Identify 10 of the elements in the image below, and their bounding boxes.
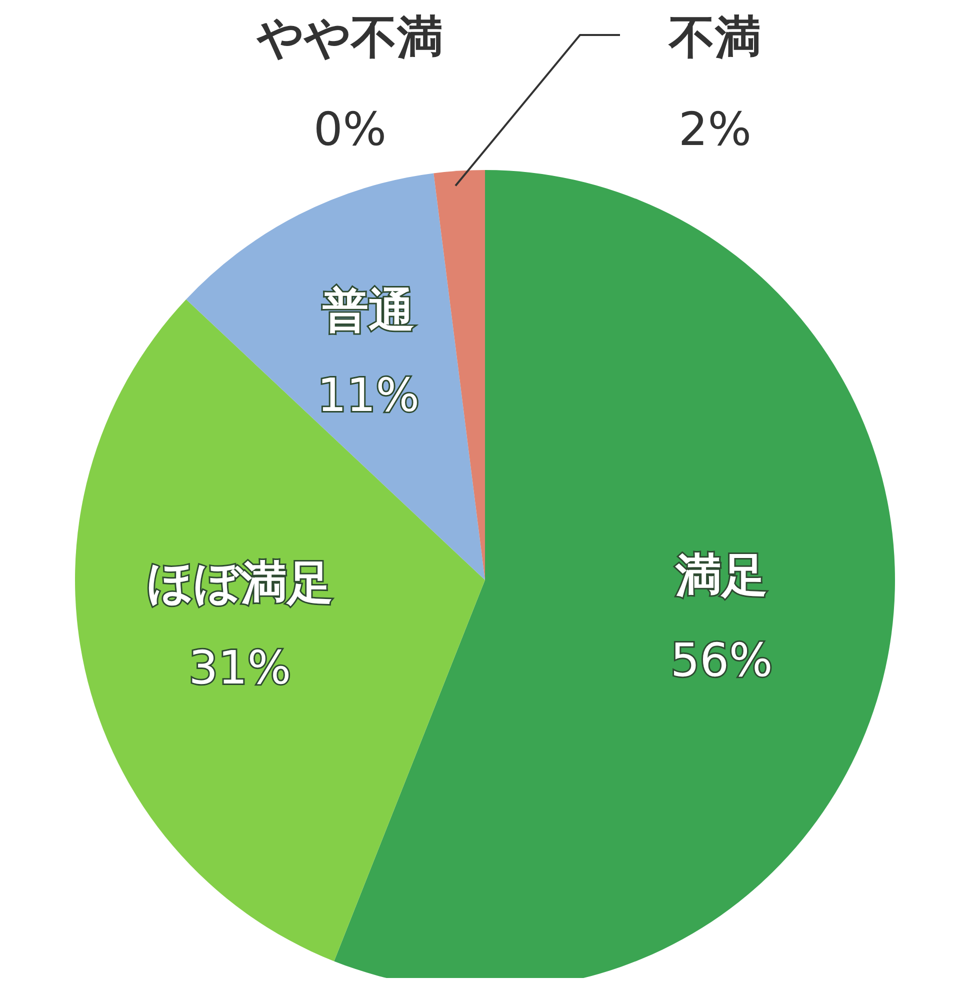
slice-label: 不満 xyxy=(668,10,761,64)
category-label: やや不満 xyxy=(257,10,443,64)
data-label: 31% xyxy=(188,640,292,695)
data-label: 11% xyxy=(317,368,420,422)
text: 0% xyxy=(314,102,386,156)
slice-label: 普通 xyxy=(322,282,414,337)
data-label: 2% xyxy=(678,102,752,156)
slice-label: ほぼ満足 xyxy=(146,556,333,610)
slice-label: 満足 xyxy=(674,548,768,602)
data-label: 56% xyxy=(670,633,773,688)
